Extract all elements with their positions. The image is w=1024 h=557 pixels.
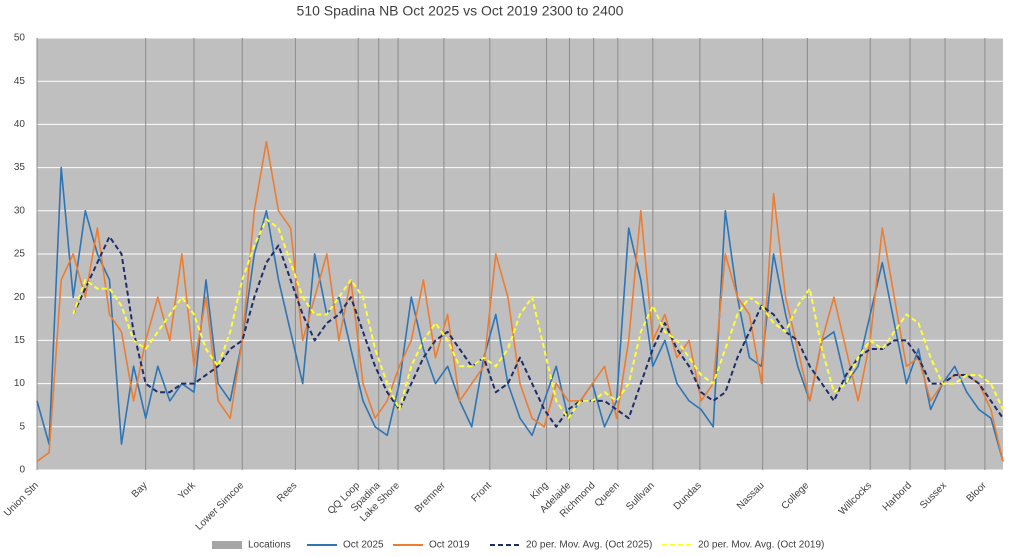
y-tick-label: 25 bbox=[14, 249, 26, 260]
y-tick-label: 20 bbox=[14, 292, 26, 303]
y-tick-label: 5 bbox=[19, 421, 25, 432]
series-line bbox=[72, 235, 1004, 428]
y-tick-label: 45 bbox=[14, 76, 26, 87]
x-tick-label: Sullivan bbox=[624, 480, 657, 513]
x-tick-label: Nassau bbox=[735, 480, 767, 512]
y-tick-label: 30 bbox=[14, 205, 26, 216]
legend-label: 20 per. Mov. Avg. (Oct 2025) bbox=[526, 540, 652, 551]
y-tick-label: 35 bbox=[14, 162, 26, 173]
series-line bbox=[36, 166, 1004, 462]
legend-label: Locations bbox=[248, 540, 291, 551]
x-tick-label: Lower Simcoe bbox=[194, 480, 247, 533]
x-tick-label: Harbord bbox=[881, 480, 914, 513]
x-tick-label: College bbox=[780, 480, 812, 512]
legend-label: 20 per. Mov. Avg. (Oct 2019) bbox=[698, 540, 824, 551]
chart-title: 510 Spadina NB Oct 2025 vs Oct 2019 2300… bbox=[297, 3, 624, 19]
x-tick-label: Willcocks bbox=[837, 480, 874, 517]
legend-label: Oct 2025 bbox=[343, 540, 384, 551]
x-tick-label: Dundas bbox=[672, 480, 704, 512]
x-tick-label: Sussex bbox=[918, 480, 949, 511]
y-tick-label: 40 bbox=[14, 119, 26, 130]
x-tick-label: York bbox=[176, 480, 198, 502]
x-tick-label: Bloor bbox=[965, 480, 990, 505]
x-tick-label: Queen bbox=[593, 480, 622, 509]
y-tick-label: 15 bbox=[14, 335, 26, 346]
legend-label: Oct 2019 bbox=[429, 540, 470, 551]
x-tick-label: Rees bbox=[275, 480, 299, 504]
y-tick-label: 10 bbox=[14, 378, 26, 389]
y-tick-label: 50 bbox=[14, 33, 26, 44]
x-tick-label: Bay bbox=[130, 480, 150, 500]
series-line bbox=[72, 218, 1004, 420]
x-tick-label: Union Stn bbox=[2, 480, 41, 519]
y-tick-label: 0 bbox=[19, 465, 25, 476]
x-tick-label: Front bbox=[470, 480, 494, 504]
x-tick-label: Bremner bbox=[413, 480, 448, 515]
series-line bbox=[36, 140, 1004, 463]
